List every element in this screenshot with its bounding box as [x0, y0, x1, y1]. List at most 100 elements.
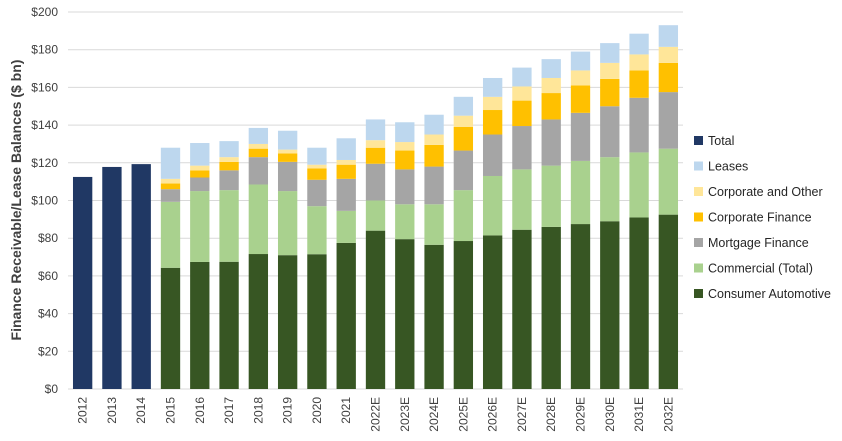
x-tick-label: 2023E	[398, 397, 412, 432]
bar-segment-corporate-and-other-2029e	[570, 70, 591, 86]
bar-segment-commercial-total--2020	[307, 206, 327, 255]
bar-segment-corporate-finance-2021	[336, 164, 356, 179]
legend-label-total: Total	[708, 134, 734, 148]
x-tick-label: 2013	[105, 397, 119, 424]
bar-segment-mortgage-finance-2024e	[424, 166, 444, 205]
bar-segment-mortgage-finance-2029e	[570, 112, 591, 161]
bar-segment-leases-2022e	[365, 119, 386, 141]
x-tick-label: 2015	[164, 397, 178, 424]
legend-swatch-consumer-automotive	[694, 289, 703, 298]
bar-segment-leases-2016	[190, 143, 210, 166]
bar-segment-consumer-automotive-2015	[160, 267, 181, 389]
bar-segment-total-2012	[72, 176, 93, 389]
bar-segment-corporate-and-other-2022e	[365, 140, 386, 148]
bar-segment-mortgage-finance-2031e	[629, 97, 649, 153]
bar-segment-corporate-finance-2018	[248, 148, 269, 158]
bar-segment-corporate-finance-2020	[307, 168, 327, 180]
bar-segment-consumer-automotive-2032e	[658, 214, 679, 389]
legend-label-leases: Leases	[708, 160, 748, 174]
legend-label-corporate-finance: Corporate Finance	[708, 211, 812, 225]
x-tick-label: 2016	[193, 397, 207, 424]
bar-segment-mortgage-finance-2015	[160, 189, 181, 202]
bar-segment-corporate-and-other-2018	[248, 143, 269, 149]
bar-segment-leases-2018	[248, 127, 269, 144]
bar-segment-leases-2015	[160, 147, 181, 179]
legend-swatch-corporate-finance	[694, 212, 703, 222]
bar-segment-mortgage-finance-2016	[190, 177, 210, 192]
bar-segment-consumer-automotive-2017	[219, 261, 239, 389]
x-tick-label: 2029E	[574, 397, 588, 432]
x-tick-label: 2018	[251, 397, 265, 424]
bar-segment-corporate-and-other-2016	[190, 165, 210, 171]
bar-segment-commercial-total--2022e	[365, 200, 386, 231]
bar-segment-mortgage-finance-2032e	[658, 92, 679, 149]
x-tick-label: 2024E	[427, 397, 441, 432]
y-tick-label: $160	[31, 80, 58, 94]
bar-segment-commercial-total--2030e	[600, 157, 620, 222]
bar-segment-consumer-automotive-2028e	[541, 226, 561, 389]
bar-segment-corporate-finance-2015	[160, 183, 181, 190]
y-tick-label: $20	[38, 344, 58, 358]
bar-segment-commercial-total--2026e	[482, 176, 503, 236]
bar-segment-consumer-automotive-2025e	[453, 241, 474, 389]
bar-segment-commercial-total--2019	[277, 191, 298, 256]
bar-segment-corporate-finance-2022e	[365, 147, 386, 164]
y-tick-label: $100	[31, 194, 58, 208]
bar-segment-consumer-automotive-2018	[248, 254, 269, 389]
y-tick-label: $120	[31, 156, 58, 170]
bar-segment-leases-2026e	[482, 77, 503, 97]
bar-segment-leases-2023e	[395, 122, 415, 143]
y-tick-label: $140	[31, 118, 58, 132]
bar-segment-commercial-total--2029e	[570, 160, 591, 225]
bar-segment-mortgage-finance-2026e	[482, 134, 503, 176]
bar-segment-mortgage-finance-2023e	[395, 169, 415, 205]
bar-segment-corporate-finance-2027e	[512, 100, 532, 127]
bar-segment-commercial-total--2016	[190, 191, 210, 262]
bar-segment-corporate-and-other-2024e	[424, 134, 444, 145]
bar-segment-consumer-automotive-2016	[190, 261, 210, 389]
legend-swatch-leases	[694, 161, 703, 171]
bar-segment-commercial-total--2024e	[424, 204, 444, 245]
bar-segment-consumer-automotive-2021	[336, 242, 356, 389]
bar-segment-commercial-total--2015	[160, 201, 181, 268]
legend-label-corporate-and-other: Corporate and Other	[708, 185, 823, 199]
x-tick-label: 2014	[134, 397, 148, 424]
y-axis-label: Finance Receivable/Lease Balances ($ bn)	[8, 60, 24, 341]
bar-segment-mortgage-finance-2021	[336, 178, 356, 211]
bar-segment-commercial-total--2023e	[395, 204, 415, 240]
bar-segment-corporate-finance-2032e	[658, 62, 679, 93]
bar-segment-corporate-and-other-2023e	[395, 142, 415, 151]
bar-segment-mortgage-finance-2025e	[453, 150, 474, 191]
bar-segment-consumer-automotive-2029e	[570, 224, 591, 389]
bar-segment-consumer-automotive-2026e	[482, 235, 503, 389]
bar-segment-corporate-and-other-2030e	[600, 62, 620, 79]
bar-segment-mortgage-finance-2020	[307, 179, 327, 207]
bar-segment-mortgage-finance-2027e	[512, 126, 532, 170]
y-tick-label: $60	[38, 269, 58, 283]
bar-segment-consumer-automotive-2020	[307, 254, 327, 389]
bar-segment-total-2013	[102, 166, 122, 389]
bar-segment-corporate-finance-2017	[219, 161, 239, 171]
bar-segment-consumer-automotive-2024e	[424, 244, 444, 389]
legend-label-commercial-total-: Commercial (Total)	[708, 262, 813, 276]
bar-segment-leases-2019	[277, 130, 298, 150]
legend-swatch-total	[694, 136, 703, 145]
y-axis-tick-labels: $0 $20 $40 $60 $80 $100 $120 $140 $160 $180 $200	[31, 5, 58, 396]
bar-segment-leases-2020	[307, 147, 327, 165]
bar-segment-leases-2024e	[424, 114, 444, 135]
bar-segment-commercial-total--2032e	[658, 148, 679, 215]
x-tick-label: 2021	[339, 397, 353, 424]
bar-segment-leases-2030e	[600, 43, 620, 63]
x-tick-label: 2028E	[544, 397, 558, 432]
bar-segment-corporate-finance-2023e	[395, 150, 415, 170]
y-tick-label: $0	[45, 382, 59, 396]
x-tick-label: 2031E	[632, 397, 646, 432]
bar-segment-consumer-automotive-2027e	[512, 229, 532, 389]
bar-segment-corporate-and-other-2020	[307, 164, 327, 169]
bar-segment-leases-2027e	[512, 67, 532, 87]
bar-segment-commercial-total--2017	[219, 190, 239, 262]
x-axis-tick-labels: 2012 2013 2014 2015 2016 2017 2018 2019 2020 2021…	[76, 397, 676, 432]
bar-segment-mortgage-finance-2028e	[541, 119, 561, 166]
bar-segment-consumer-automotive-2023e	[395, 239, 415, 389]
